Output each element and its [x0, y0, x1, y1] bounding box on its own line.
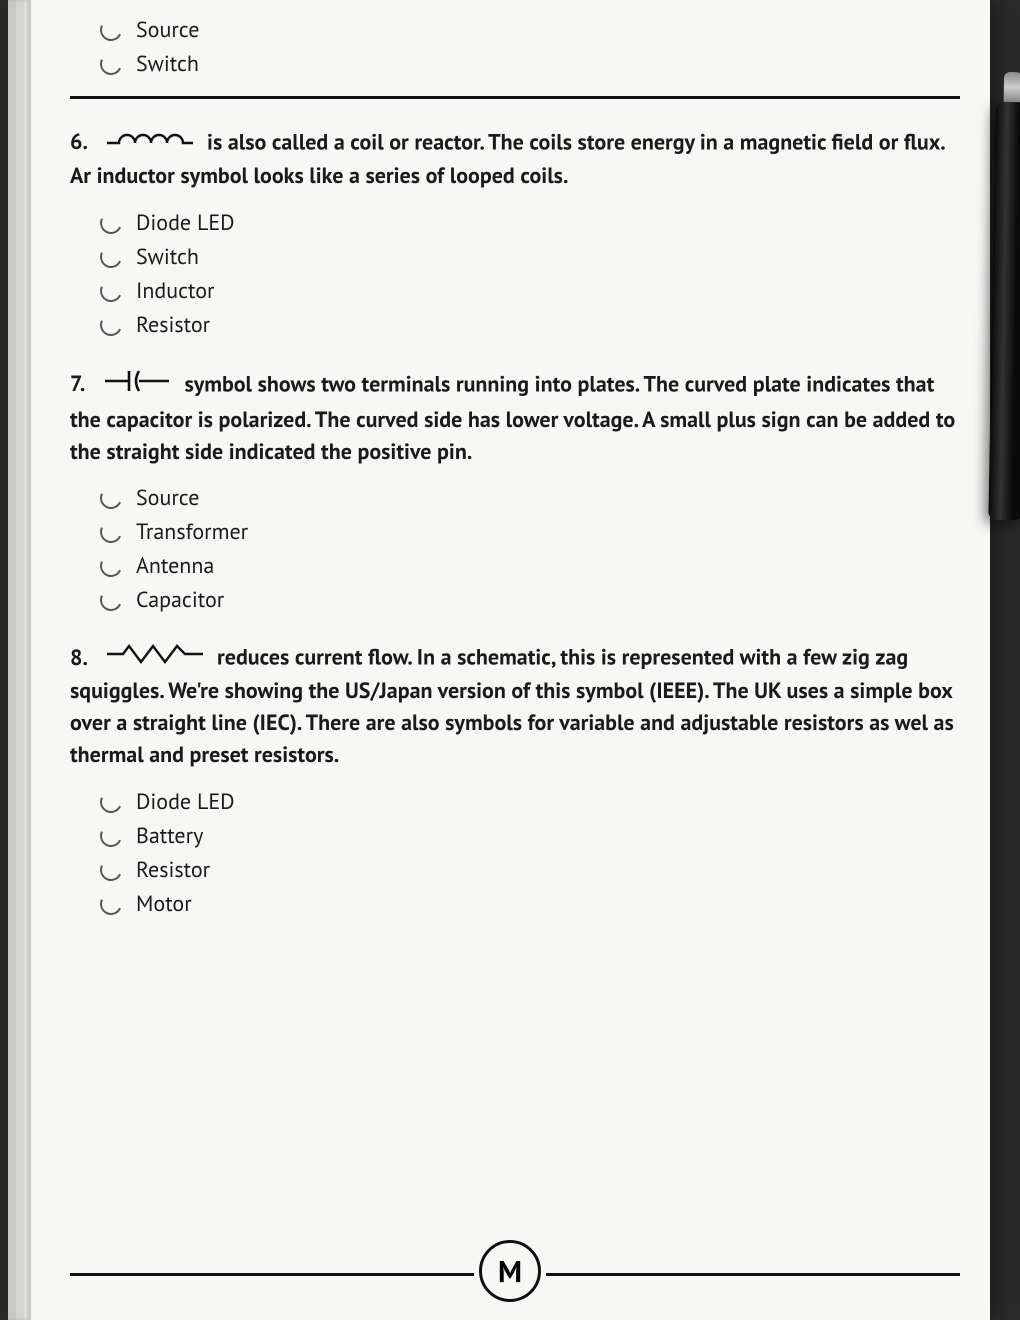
- option-label: Antenna: [136, 552, 214, 580]
- radio-icon: [97, 586, 125, 614]
- option-label: Inductor: [136, 277, 215, 305]
- radio-icon: [97, 484, 125, 512]
- radio-icon: [97, 822, 125, 850]
- option-label: Resistor: [136, 856, 210, 884]
- desk-surface: Source Switch 6. is also called a coil o…: [0, 0, 1020, 1320]
- option-label: Capacitor: [136, 586, 224, 614]
- option-label: Transformer: [136, 518, 248, 546]
- option-label: Source: [136, 484, 199, 512]
- question-8: 8. reduces current flow. In a schematic,…: [70, 642, 960, 918]
- question-body: is also called a coil or reactor. The co…: [70, 128, 944, 189]
- radio-icon: [97, 50, 125, 78]
- question-text: 7. symbol shows two terminals running in…: [70, 367, 960, 469]
- option-label: Source: [136, 16, 199, 44]
- question-body: symbol shows two terminals running into …: [70, 370, 955, 465]
- paper-page: Source Switch 6. is also called a coil o…: [30, 0, 990, 1320]
- page-stack-edge: [24, 0, 31, 1320]
- option-label: Diode LED: [136, 209, 235, 237]
- resistor-symbol-icon: [105, 642, 205, 676]
- option-row[interactable]: Battery: [100, 822, 960, 850]
- radio-icon: [97, 890, 125, 918]
- option-label: Resistor: [136, 311, 210, 339]
- page-content: Source Switch 6. is also called a coil o…: [70, 0, 960, 1320]
- radio-icon: [97, 311, 125, 339]
- option-label: Switch: [136, 50, 199, 78]
- radio-icon: [97, 243, 125, 271]
- footer-mark-letter: M: [498, 1252, 522, 1291]
- question-text: 6. is also called a coil or reactor. The…: [70, 127, 960, 193]
- footer-rule: [546, 1273, 960, 1276]
- option-row[interactable]: Transformer: [100, 518, 960, 546]
- horizontal-rule: [70, 96, 960, 99]
- radio-icon: [97, 552, 125, 580]
- question-number: 8.: [70, 644, 88, 672]
- capacitor-symbol-icon: [103, 367, 173, 405]
- option-row[interactable]: Resistor: [100, 311, 960, 339]
- radio-icon: [97, 856, 125, 884]
- option-label: Battery: [136, 822, 203, 850]
- question-7: 7. symbol shows two terminals running in…: [70, 367, 960, 615]
- option-row[interactable]: Switch: [100, 50, 960, 78]
- footer-page-mark: M: [479, 1240, 541, 1302]
- option-row[interactable]: Switch: [100, 243, 960, 271]
- pen-prop: [988, 100, 1020, 521]
- radio-icon: [97, 16, 125, 44]
- question-number: 7.: [70, 370, 85, 398]
- option-row[interactable]: Source: [100, 484, 960, 512]
- option-label: Motor: [136, 890, 192, 918]
- option-row[interactable]: Diode LED: [100, 209, 960, 237]
- radio-icon: [97, 209, 125, 237]
- radio-icon: [97, 518, 125, 546]
- option-row[interactable]: Capacitor: [100, 586, 960, 614]
- question-6: 6. is also called a coil or reactor. The…: [70, 127, 960, 339]
- footer-rule: [70, 1273, 474, 1276]
- option-row[interactable]: Resistor: [100, 856, 960, 884]
- radio-icon: [97, 788, 125, 816]
- option-row[interactable]: Diode LED: [100, 788, 960, 816]
- question-text: 8. reduces current flow. In a schematic,…: [70, 642, 960, 772]
- radio-icon: [97, 277, 125, 305]
- option-row[interactable]: Source: [100, 16, 960, 44]
- option-row[interactable]: Inductor: [100, 277, 960, 305]
- question-number: 6.: [70, 128, 88, 156]
- option-label: Switch: [136, 243, 199, 271]
- option-row[interactable]: Motor: [100, 890, 960, 918]
- inductor-symbol-icon: [105, 127, 195, 161]
- option-label: Diode LED: [136, 788, 235, 816]
- option-row[interactable]: Antenna: [100, 552, 960, 580]
